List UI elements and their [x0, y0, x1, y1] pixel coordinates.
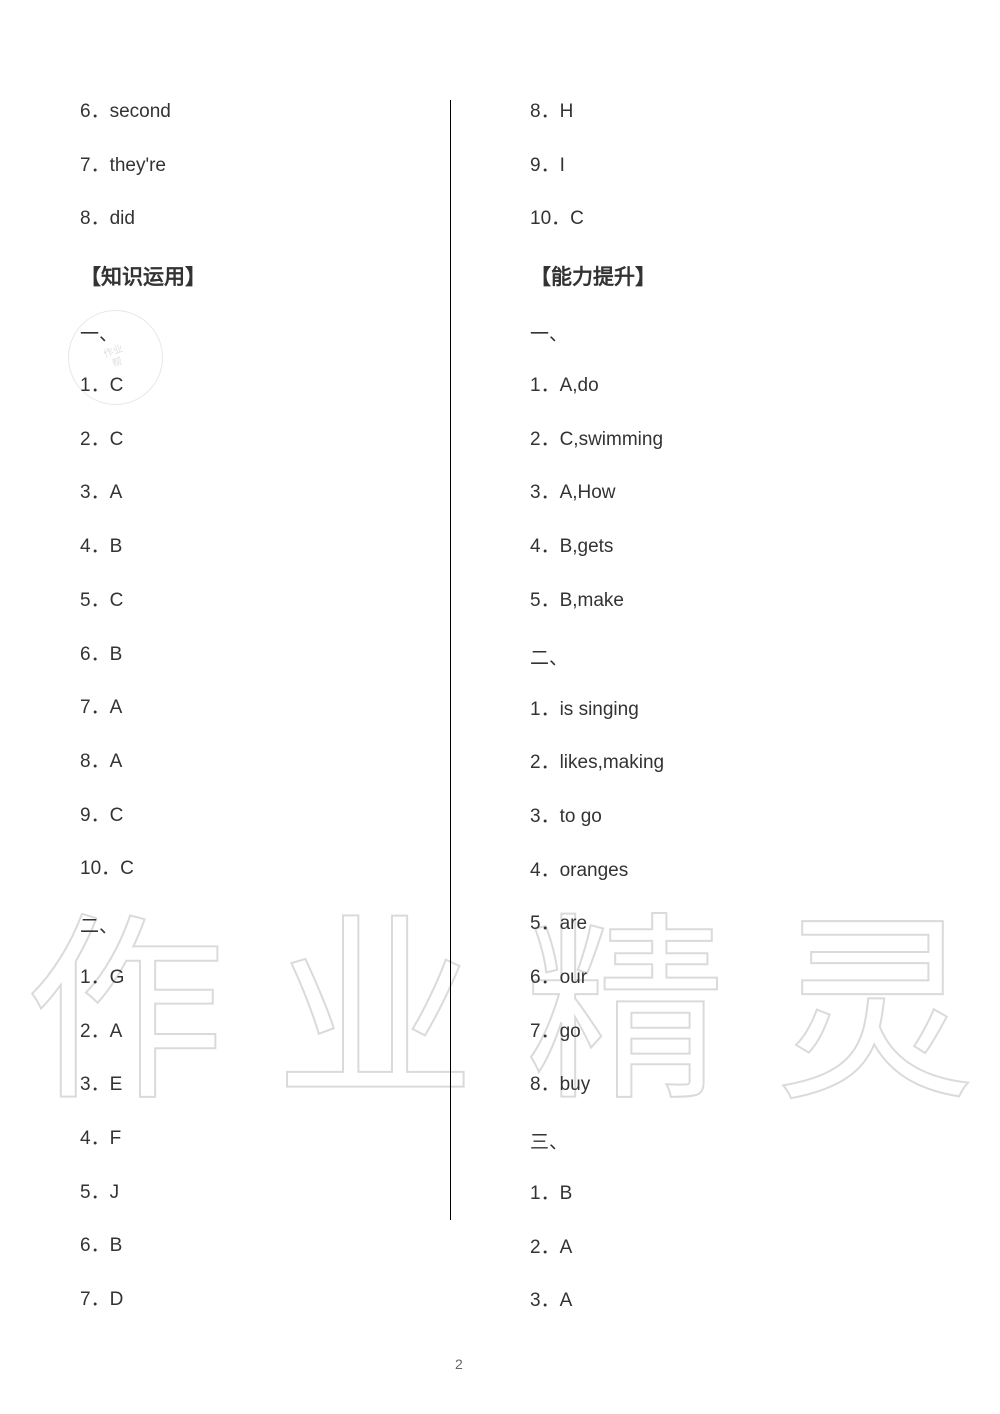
page-number: 2 [455, 1356, 463, 1372]
answer-item: 4．F [80, 1127, 480, 1152]
section-heading-knowledge: 【知识运用】 [80, 261, 480, 291]
answer-item: 1．G [80, 966, 480, 991]
columns-wrapper: 6．second 7．they're 8．did 【知识运用】 一、 1．C 2… [0, 100, 1000, 1324]
left-column: 6．second 7．they're 8．did 【知识运用】 一、 1．C 2… [0, 100, 500, 1324]
answer-item: 1．A,do [530, 374, 920, 399]
section-label: 三、 [530, 1127, 920, 1154]
answer-item: 8．H [530, 100, 920, 125]
answer-item: 5．B,make [530, 589, 920, 614]
answer-item: 6．B [80, 1234, 480, 1259]
answer-item: 4．oranges [530, 859, 920, 884]
answer-item: 2．C [80, 428, 480, 453]
right-column: 8．H 9．I 10．C 【能力提升】 一、 1．A,do 2．C,swimmi… [500, 100, 1000, 1324]
answer-item: 5．J [80, 1181, 480, 1206]
answer-item: 5．are [530, 912, 920, 937]
answer-item: 7．they're [80, 154, 480, 179]
answer-item: 7．go [530, 1020, 920, 1045]
answer-item: 1．B [530, 1182, 920, 1207]
answer-item: 10．C [530, 207, 920, 232]
answer-item: 10．C [80, 857, 480, 882]
answer-item: 3．to go [530, 805, 920, 830]
answer-item: 2．A [80, 1020, 480, 1045]
section-heading-ability: 【能力提升】 [530, 261, 920, 291]
section-label: 二、 [530, 643, 920, 670]
answer-item: 3．A [80, 481, 480, 506]
answer-item: 1．is singing [530, 698, 920, 723]
answer-item: 2．A [530, 1236, 920, 1261]
answer-item: 8．A [80, 750, 480, 775]
section-label: 二、 [80, 911, 480, 938]
answer-item: 8．buy [530, 1073, 920, 1098]
answer-item: 5．C [80, 589, 480, 614]
answer-item: 3．E [80, 1073, 480, 1098]
answer-item: 2．likes,making [530, 751, 920, 776]
column-divider [450, 100, 451, 1220]
answer-item: 7．D [80, 1288, 480, 1313]
answer-item: 3．A,How [530, 481, 920, 506]
answer-item: 6．second [80, 100, 480, 125]
answer-item: 4．B,gets [530, 535, 920, 560]
answer-item: 2．C,swimming [530, 428, 920, 453]
section-label: 一、 [80, 319, 480, 346]
answer-item: 7．A [80, 696, 480, 721]
answer-item: 9．I [530, 154, 920, 179]
page-container: 作业帮 作 业 精 灵 6．second 7．they're 8．did 【知识… [0, 0, 1000, 1414]
answer-item: 4．B [80, 535, 480, 560]
answer-item: 1．C [80, 374, 480, 399]
answer-item: 6．our [530, 966, 920, 991]
answer-item: 3．A [530, 1289, 920, 1314]
answer-item: 8．did [80, 207, 480, 232]
answer-item: 6．B [80, 643, 480, 668]
section-label: 一、 [530, 319, 920, 346]
answer-item: 9．C [80, 804, 480, 829]
